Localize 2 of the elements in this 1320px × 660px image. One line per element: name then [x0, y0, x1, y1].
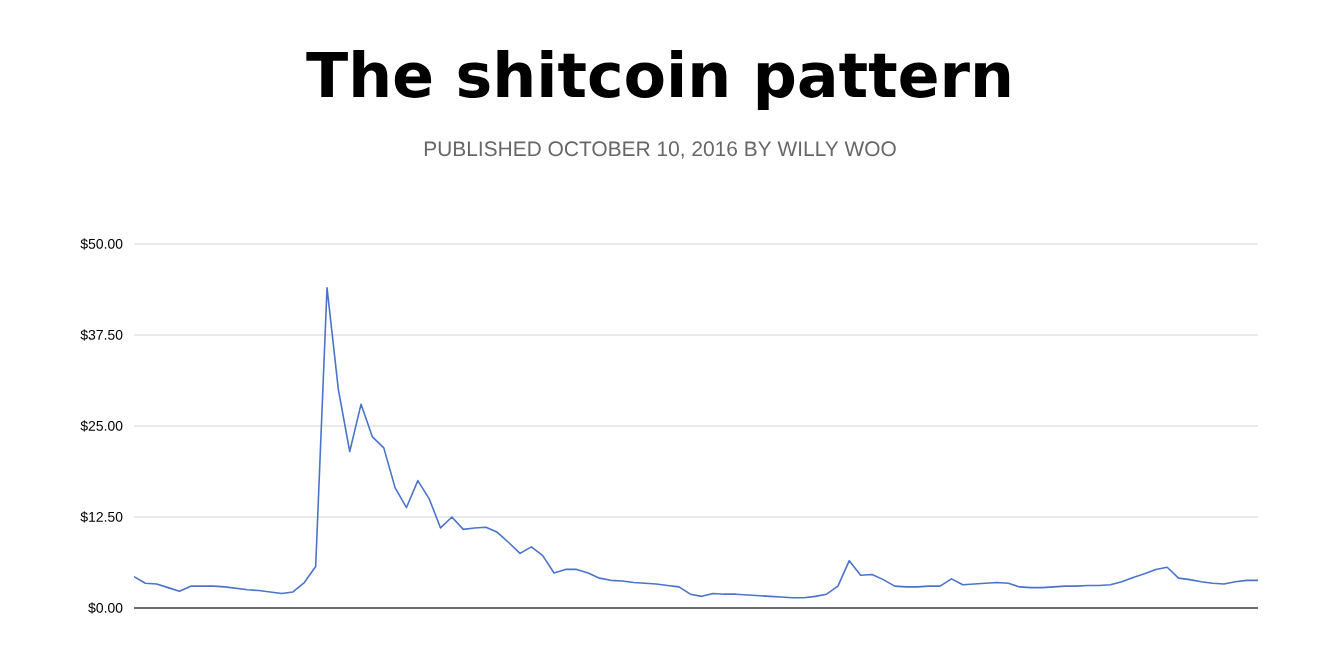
chart-subtitle: PUBLISHED OCTOBER 10, 2016 BY WILLY WOO [424, 141, 896, 159]
chart-title: The shitcoin pattern [306, 50, 1010, 110]
